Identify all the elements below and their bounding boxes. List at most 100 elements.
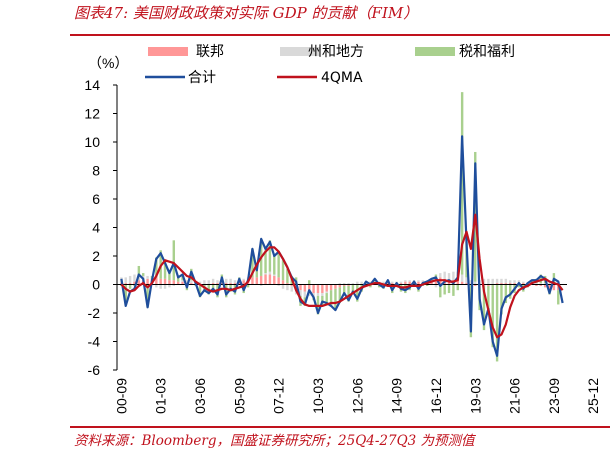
bar-tax: [334, 288, 337, 311]
bar-state: [504, 278, 508, 284]
bar-state: [281, 284, 285, 289]
bar-tax: [443, 284, 446, 295]
legend-swatch: [280, 47, 320, 56]
bar-federal: [522, 283, 525, 285]
x-tick-label: 05-09: [231, 378, 247, 414]
bar-federal: [325, 284, 328, 292]
bar-state: [491, 278, 494, 285]
bar-tax: [325, 293, 328, 305]
bar-state: [452, 271, 455, 281]
legend-label: 税和福利: [459, 44, 515, 60]
y-tick-label: -4: [88, 334, 101, 350]
bar-state: [185, 280, 189, 284]
bar-tax: [142, 273, 145, 276]
bar-federal: [242, 280, 245, 285]
bar-state: [500, 278, 503, 284]
bar-state: [198, 281, 202, 285]
bar-federal: [299, 284, 302, 291]
bar-state: [360, 281, 363, 285]
bar-federal: [543, 284, 547, 288]
bar-federal: [190, 283, 193, 285]
bar-tax: [268, 240, 272, 272]
bar-state: [146, 275, 149, 279]
bar-tax: [495, 284, 499, 362]
bar-federal: [277, 277, 280, 285]
bar-tax: [128, 284, 132, 289]
bar-tax: [163, 261, 167, 279]
x-tick-label: 23-09: [546, 378, 562, 414]
bar-state: [229, 278, 232, 284]
bar-tax: [273, 256, 276, 275]
bar-federal: [211, 283, 215, 285]
bar-tax: [517, 284, 521, 288]
bar-federal: [535, 284, 538, 286]
bar-tax: [404, 284, 407, 294]
bar-tax: [377, 284, 381, 288]
bar-state: [163, 284, 167, 289]
y-tick-label: 8: [92, 163, 100, 179]
bar-state: [447, 273, 451, 281]
bar-federal: [181, 281, 184, 285]
bar-tax: [329, 290, 333, 306]
bar-state: [460, 274, 464, 282]
bar-state: [443, 271, 446, 279]
bar-state: [495, 278, 499, 284]
bar-federal: [552, 284, 556, 291]
bar-tax: [255, 270, 259, 278]
x-tick-label: 07-12: [271, 378, 287, 414]
bar-state: [233, 280, 237, 284]
bar-state: [513, 280, 516, 284]
y-tick-label: -6: [88, 362, 101, 378]
bar-tax: [500, 284, 503, 315]
bar-state: [286, 284, 289, 291]
bar-federal: [128, 283, 132, 285]
bar-state: [399, 281, 403, 284]
bar-federal: [312, 284, 315, 294]
legend-label: 4QMA: [321, 70, 363, 86]
bar-federal: [133, 281, 136, 285]
bar-state: [312, 293, 315, 298]
bar-tax: [264, 250, 267, 274]
bar-federal: [251, 277, 254, 285]
bar-tax: [434, 274, 438, 278]
bar-federal: [408, 281, 411, 285]
y-tick-label: 10: [84, 134, 100, 150]
bar-state: [382, 281, 385, 284]
bar-tax: [452, 284, 455, 296]
legend-swatch: [148, 47, 188, 56]
bar-federal: [509, 283, 512, 285]
bar-state: [548, 283, 551, 285]
bar-state: [168, 284, 171, 288]
bar-state: [190, 280, 193, 284]
x-tick-label: 21-06: [507, 378, 523, 414]
title-rule: [70, 34, 610, 36]
bar-tax: [281, 260, 285, 281]
y-tick-label: 12: [84, 106, 100, 122]
bar-tax: [491, 284, 494, 348]
bar-state: [277, 284, 280, 286]
bar-tax: [557, 290, 560, 305]
bar-federal: [268, 274, 272, 285]
bar-tax: [308, 280, 311, 285]
bar-federal: [557, 284, 560, 291]
bar-state: [290, 285, 293, 292]
bar-state: [347, 283, 350, 285]
bar-tax: [509, 284, 512, 299]
bar-federal: [172, 280, 175, 285]
bar-tax: [124, 284, 127, 305]
legend-label: 合计: [188, 70, 216, 86]
bar-tax: [137, 265, 141, 275]
bar-federal: [238, 281, 241, 285]
bar-state: [338, 283, 342, 285]
source-rule: [70, 426, 610, 428]
bar-state: [522, 281, 525, 284]
bar-state: [124, 277, 127, 284]
bar-federal: [500, 283, 503, 285]
bar-federal: [159, 278, 162, 285]
bar-tax: [425, 284, 429, 286]
bar-federal: [255, 277, 259, 285]
y-tick-label: 4: [92, 220, 100, 236]
bar-federal: [399, 283, 403, 285]
bar-tax: [504, 284, 508, 304]
